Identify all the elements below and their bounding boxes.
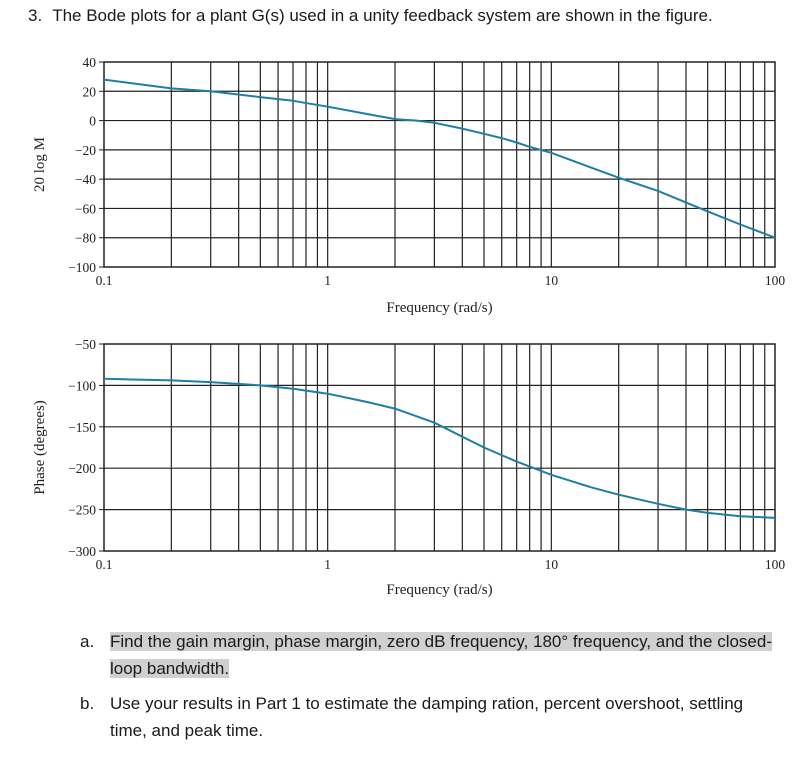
x-axis-label: Frequency (rad/s) <box>386 300 492 316</box>
y-tick-label: 0 <box>89 114 96 129</box>
x-tick-label: 10 <box>545 273 559 288</box>
part-a: a. Find the gain margin, phase margin, z… <box>80 628 780 682</box>
y-tick-label: −150 <box>68 420 96 435</box>
part-b-letter: b. <box>80 694 95 713</box>
y-axis-label: Phase (degrees) <box>32 400 48 495</box>
question-number: 3. <box>28 6 43 25</box>
question-parts: a. Find the gain margin, phase margin, z… <box>80 628 780 752</box>
plot-frame <box>103 61 776 268</box>
y-tick-label: −20 <box>75 143 96 158</box>
y-tick-label: 40 <box>83 55 97 70</box>
part-a-text: Find the gain margin, phase margin, zero… <box>110 632 772 678</box>
part-a-letter: a. <box>80 632 95 651</box>
series-line <box>103 78 776 239</box>
question-header: 3. The Bode plots for a plant G(s) used i… <box>28 6 788 26</box>
series-line <box>103 377 776 519</box>
y-tick-label: −200 <box>68 461 96 476</box>
y-tick-label: −100 <box>68 260 96 275</box>
y-tick-label: −60 <box>75 201 96 216</box>
x-tick-label: 10 <box>545 557 559 572</box>
plot-frame <box>103 343 776 552</box>
y-axis-label: 20 log M <box>32 137 48 192</box>
x-tick-label: 100 <box>765 557 786 572</box>
y-tick-label: −80 <box>75 231 96 246</box>
question-text: The Bode plots for a plant G(s) used in … <box>52 6 713 25</box>
x-tick-label: 0.1 <box>96 557 113 572</box>
y-tick-label: −100 <box>68 378 96 393</box>
y-tick-label: −40 <box>75 172 96 187</box>
x-axis-label: Frequency (rad/s) <box>386 582 492 598</box>
x-tick-label: 0.1 <box>96 273 113 288</box>
x-tick-label: 1 <box>324 273 331 288</box>
part-b: b. Use your results in Part 1 to estimat… <box>80 690 780 744</box>
x-tick-label: 100 <box>765 273 786 288</box>
y-tick-label: 20 <box>83 84 97 99</box>
y-tick-label: −250 <box>68 503 96 518</box>
y-tick-label: −300 <box>68 544 96 559</box>
y-tick-label: −50 <box>75 337 96 352</box>
part-b-text: Use your results in Part 1 to estimate t… <box>110 694 744 740</box>
x-tick-label: 1 <box>324 557 331 572</box>
